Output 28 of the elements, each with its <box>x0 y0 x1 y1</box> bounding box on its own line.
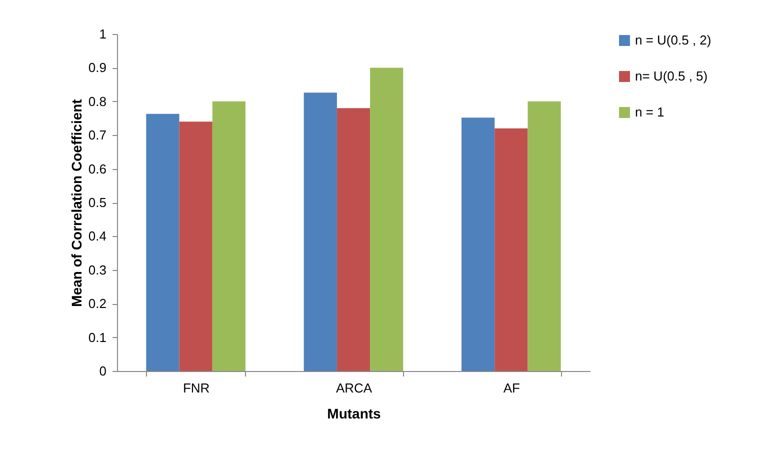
y-axis-title: Mean of Correlation Coefficient <box>68 98 84 307</box>
bar <box>212 101 246 371</box>
bar <box>146 114 180 371</box>
x-tick-label: ARCA <box>336 380 372 396</box>
bar <box>494 128 528 371</box>
y-tick-label: 0.6 <box>88 161 106 176</box>
y-tick-label: 0.2 <box>88 296 106 312</box>
bar <box>304 92 337 371</box>
y-tick-label: 0.4 <box>88 228 106 244</box>
y-tick-label: 0.8 <box>88 94 106 109</box>
x-tick-label: FNR <box>182 380 210 396</box>
legend-label: n = U(0.5 , 2) <box>635 32 712 48</box>
bar <box>528 101 561 371</box>
legend-label: n = 1 <box>635 104 664 120</box>
y-tick-label: 0.9 <box>88 60 106 76</box>
bar <box>336 108 370 371</box>
y-tick-label: 0.3 <box>88 262 106 278</box>
x-axis-title: Mutants <box>327 406 382 422</box>
bar <box>370 68 404 371</box>
y-tick-label: 0.1 <box>88 330 106 345</box>
legend-label: n= U(0.5 , 5) <box>635 68 708 84</box>
y-tick-label: 0.5 <box>88 195 106 210</box>
y-tick-label: 0 <box>99 364 106 378</box>
y-tick-label: 1 <box>99 26 106 42</box>
x-tick-label: AF <box>503 380 520 396</box>
bar <box>462 118 495 371</box>
bar <box>179 122 212 371</box>
y-tick-label: 0.7 <box>88 128 106 143</box>
